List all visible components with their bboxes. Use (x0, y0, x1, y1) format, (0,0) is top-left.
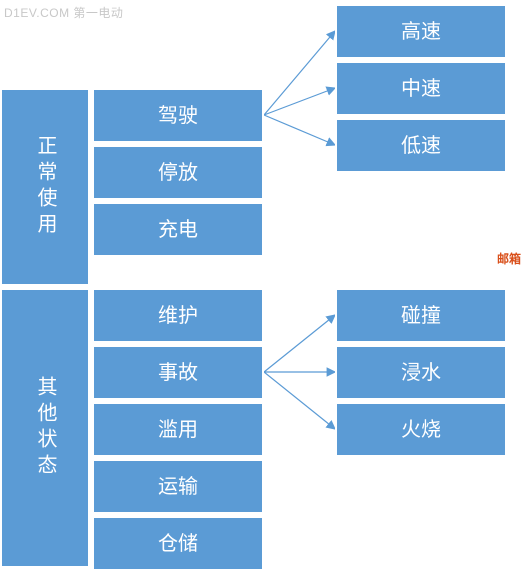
node-charging: 充电 (92, 202, 264, 257)
node-abuse: 滥用 (92, 402, 264, 457)
watermark: D1EV.COM 第一电动 (4, 4, 123, 21)
node-low-speed: 低速 (335, 118, 507, 173)
node-accident: 事故 (92, 345, 264, 400)
node-immersion: 浸水 (335, 345, 507, 400)
node-parking: 停放 (92, 145, 264, 200)
node-high-speed: 高速 (335, 4, 507, 59)
node-mid-speed: 中速 (335, 61, 507, 116)
node-normal-use: 正常使用 (0, 88, 90, 286)
node-collision: 碰撞 (335, 288, 507, 343)
node-driving: 驾驶 (92, 88, 264, 143)
node-transport: 运输 (92, 459, 264, 514)
side-label-email: 邮箱 (497, 250, 521, 267)
node-other-state: 其他状态 (0, 288, 90, 568)
node-maintenance: 维护 (92, 288, 264, 343)
node-fire: 火烧 (335, 402, 507, 457)
node-storage: 仓储 (92, 516, 264, 571)
